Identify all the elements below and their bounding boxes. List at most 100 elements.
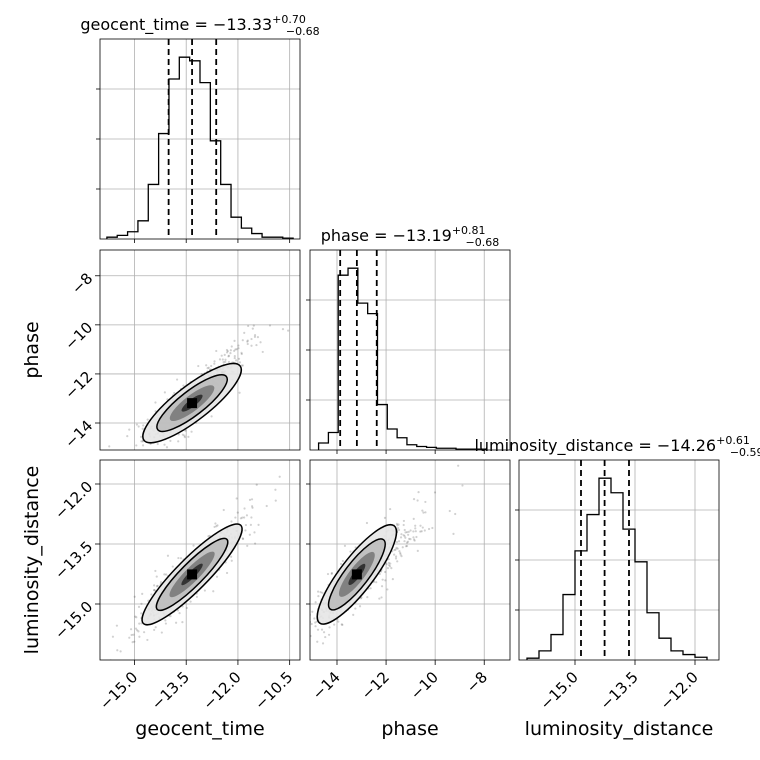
sample-point <box>233 349 236 352</box>
sample-point <box>153 589 156 592</box>
y-tick-label: −13.5 <box>51 538 96 583</box>
sample-point <box>268 324 272 327</box>
sample-point <box>406 540 410 543</box>
sample-point <box>229 349 232 352</box>
density-peak <box>187 569 198 580</box>
sample-point <box>138 622 141 625</box>
sample-point <box>333 623 336 626</box>
sample-point <box>328 626 331 629</box>
sample-point <box>409 538 412 541</box>
sample-point <box>141 440 144 443</box>
sample-point <box>375 581 378 584</box>
sample-point <box>195 595 199 599</box>
sample-point <box>215 525 218 528</box>
sample-point <box>400 533 403 536</box>
sample-point <box>179 557 183 560</box>
sample-point <box>116 649 119 652</box>
sample-point <box>164 622 167 625</box>
sample-point <box>250 344 253 347</box>
x-tick-label: −13.5 <box>597 668 642 713</box>
sample-point <box>384 579 387 582</box>
sample-point <box>394 555 398 558</box>
sample-point <box>243 331 246 334</box>
sample-point <box>316 640 319 643</box>
sample-point <box>153 589 156 592</box>
sample-point <box>248 533 251 536</box>
x-tick-label: −12 <box>358 668 393 703</box>
sample-point <box>136 629 139 632</box>
scatter-panel-luminosity_distance-vs-phase <box>306 459 511 661</box>
sample-point <box>402 534 405 537</box>
sample-point <box>389 507 392 511</box>
sample-point <box>402 519 406 523</box>
sample-point <box>399 536 403 539</box>
sample-point <box>405 541 409 544</box>
sample-point <box>221 358 224 361</box>
sample-point <box>225 571 229 575</box>
sample-point <box>427 527 431 531</box>
sample-point <box>166 554 170 557</box>
sample-point <box>225 348 229 352</box>
sample-point <box>141 427 144 430</box>
sample-point <box>265 504 268 508</box>
sample-point <box>165 446 169 449</box>
sample-point <box>160 631 163 634</box>
sample-point <box>452 532 455 535</box>
sample-point <box>405 544 409 548</box>
sample-point <box>229 351 232 355</box>
plot-area <box>100 250 300 450</box>
sample-point <box>383 516 387 519</box>
sample-point <box>401 546 404 549</box>
panel-frame <box>309 249 511 451</box>
sample-point <box>141 444 145 447</box>
sample-point <box>177 440 180 443</box>
sample-point <box>253 334 257 337</box>
sample-point <box>408 537 411 540</box>
sample-point <box>413 539 416 542</box>
hist-step <box>106 56 294 239</box>
scatter-panel-luminosity_distance-vs-geocent_time: −15.0 −13.5 −12.0 <box>51 459 301 661</box>
sample-point <box>142 424 145 427</box>
sample-point <box>233 356 236 360</box>
y-axis-label-luminosity_distance: luminosity_distance <box>21 466 43 655</box>
sample-point <box>246 339 249 342</box>
sample-point <box>245 514 249 517</box>
sample-point <box>177 556 180 560</box>
sample-point <box>248 498 252 501</box>
sample-point <box>387 564 391 567</box>
sample-point <box>253 335 257 338</box>
sample-point <box>171 565 174 568</box>
sample-point <box>254 542 257 545</box>
sample-point <box>236 511 239 514</box>
y-tick-label: −12.0 <box>51 478 96 523</box>
sample-point <box>155 585 159 588</box>
sample-point <box>141 592 144 596</box>
sample-point <box>210 364 213 368</box>
sample-point <box>314 625 317 628</box>
sample-point <box>235 348 238 351</box>
x-tick-label: −12.0 <box>657 668 702 713</box>
sample-point <box>241 364 244 367</box>
sample-point <box>234 516 237 519</box>
sample-point <box>243 507 246 510</box>
sample-point <box>399 553 402 556</box>
sample-point <box>403 535 406 538</box>
x-tick-label: −12.0 <box>200 668 245 713</box>
sample-point <box>388 565 392 568</box>
sample-point <box>190 430 193 433</box>
sample-point <box>235 497 238 500</box>
hist-panel-phase: phase = −13.19+0.81 −0.68 <box>306 224 511 451</box>
x-tick-label: −10 <box>407 668 442 703</box>
sample-point <box>233 355 236 358</box>
density-peak <box>187 398 198 409</box>
sample-point <box>326 572 330 576</box>
sample-point <box>243 516 246 519</box>
sample-point <box>412 498 416 501</box>
sample-point <box>139 435 143 438</box>
sample-point <box>352 613 355 617</box>
sample-point <box>240 352 243 356</box>
sample-point <box>214 522 217 525</box>
sample-point <box>206 367 209 370</box>
sample-point <box>156 442 159 446</box>
sample-point <box>197 364 200 368</box>
